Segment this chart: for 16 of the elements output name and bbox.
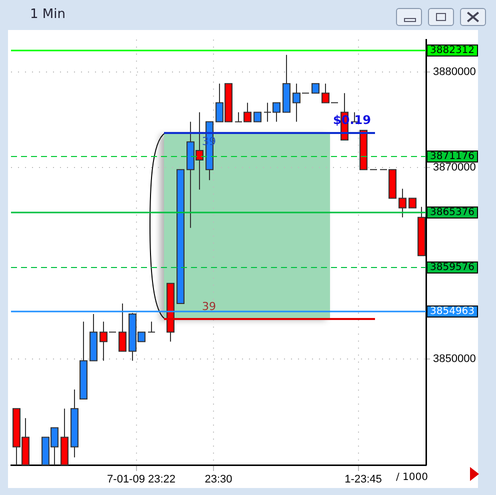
ref-line-label: 3865376 bbox=[430, 207, 475, 218]
y-tick-label: 3850000 bbox=[433, 352, 476, 365]
chart-title: 1 Min bbox=[30, 7, 66, 22]
ref-line-label: 3871176 bbox=[430, 151, 475, 162]
x-tick-label: 7-01-09 23:22 bbox=[107, 474, 176, 486]
x-tick-label: 1-23:45 bbox=[344, 474, 382, 486]
annotation: 39 bbox=[202, 135, 216, 148]
ref-line-label: 3859576 bbox=[430, 262, 475, 274]
ref-line-label: 3854963 bbox=[430, 306, 475, 318]
annotation: 39 bbox=[202, 300, 216, 313]
text: / 1000 bbox=[396, 472, 428, 483]
ref-line-label: 3882312 bbox=[430, 45, 475, 56]
y-tick-label: 3880000 bbox=[433, 66, 476, 78]
y-tick-label: 3870000 bbox=[433, 162, 476, 174]
x-tick-label: 23:30 bbox=[204, 474, 232, 486]
candlestick bbox=[148, 321, 156, 333]
